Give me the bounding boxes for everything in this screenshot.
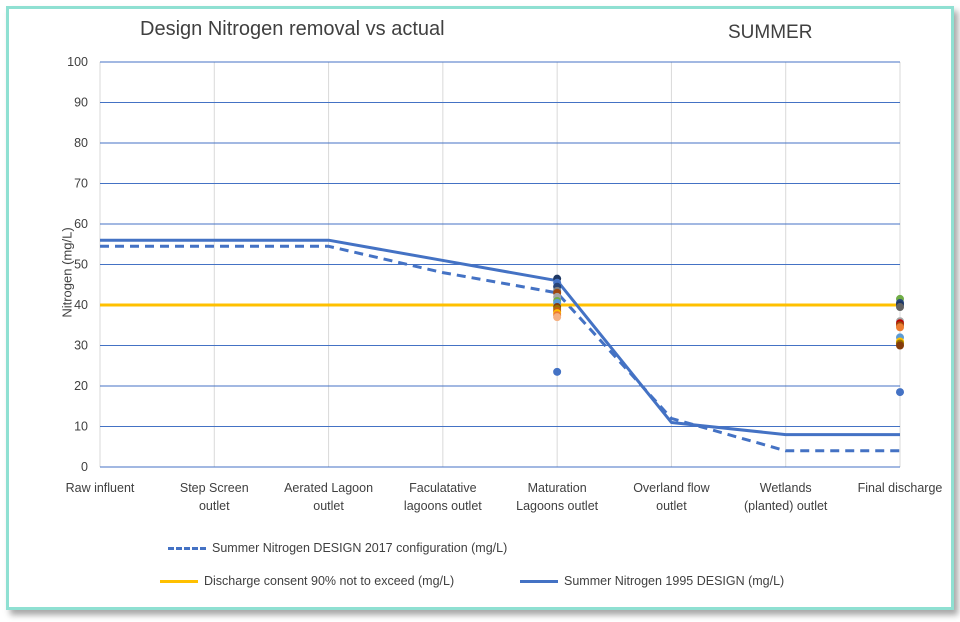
x-tick-label: Overland flow	[633, 481, 710, 495]
y-tick-label: 60	[74, 217, 88, 231]
series-line-0	[100, 244, 900, 453]
actual-data-point	[553, 313, 562, 322]
y-tick-label: 30	[74, 339, 88, 353]
y-tick-label: 70	[74, 177, 88, 191]
x-tick-label: outlet	[656, 499, 687, 513]
chart-subtitle: SUMMER	[728, 22, 813, 43]
y-tick-label: 0	[81, 460, 88, 474]
x-tick-label: outlet	[199, 499, 230, 513]
x-tick-label: Lagoons outlet	[516, 499, 599, 513]
y-tick-label: 90	[74, 96, 88, 110]
x-tick-label: Step Screen	[180, 481, 249, 495]
legend-swatch-yellow	[160, 579, 198, 583]
x-tick-label: Maturation	[528, 481, 587, 495]
x-tick-label: (planted) outlet	[744, 499, 828, 513]
x-tick-label: Aerated Lagoon	[284, 481, 373, 495]
chart-frame	[6, 6, 954, 610]
actual-data-point	[896, 341, 904, 350]
actual-data-point	[896, 388, 904, 397]
actual-data-point	[553, 367, 562, 376]
x-tick-label: Wetlands	[760, 481, 812, 495]
y-tick-label: 100	[67, 55, 88, 69]
legend-swatch-dashed	[168, 546, 206, 550]
legend-item-design-1995: Summer Nitrogen 1995 DESIGN (mg/L)	[520, 574, 784, 588]
legend-label: Summer Nitrogen 1995 DESIGN (mg/L)	[564, 574, 785, 588]
legend-label: Discharge consent 90% not to exceed (mg/…	[204, 574, 455, 588]
x-tick-label: lagoons outlet	[404, 499, 482, 513]
x-tick-label: Raw influent	[66, 481, 135, 495]
x-tick-label: Final discharge	[858, 481, 943, 495]
x-tick-label: Faculatative	[409, 481, 476, 495]
legend-item-discharge-consent: Discharge consent 90% not to exceed (mg/…	[160, 574, 454, 588]
y-tick-label: 50	[74, 258, 88, 272]
chart-title: Design Nitrogen removal vs actual	[140, 18, 445, 40]
y-tick-label: 10	[74, 420, 88, 434]
actual-data-point	[896, 323, 904, 332]
y-tick-label: 20	[74, 379, 88, 393]
legend-item-design-2017: Summer Nitrogen DESIGN 2017 configuratio…	[168, 541, 507, 555]
legend-swatch-solid	[520, 579, 558, 583]
actual-data-point	[896, 303, 904, 312]
y-tick-label: 40	[74, 298, 88, 312]
legend-label: Summer Nitrogen DESIGN 2017 configuratio…	[212, 541, 508, 555]
y-tick-label: 80	[74, 136, 88, 150]
x-tick-label: outlet	[313, 499, 344, 513]
series-line-2	[100, 238, 900, 437]
